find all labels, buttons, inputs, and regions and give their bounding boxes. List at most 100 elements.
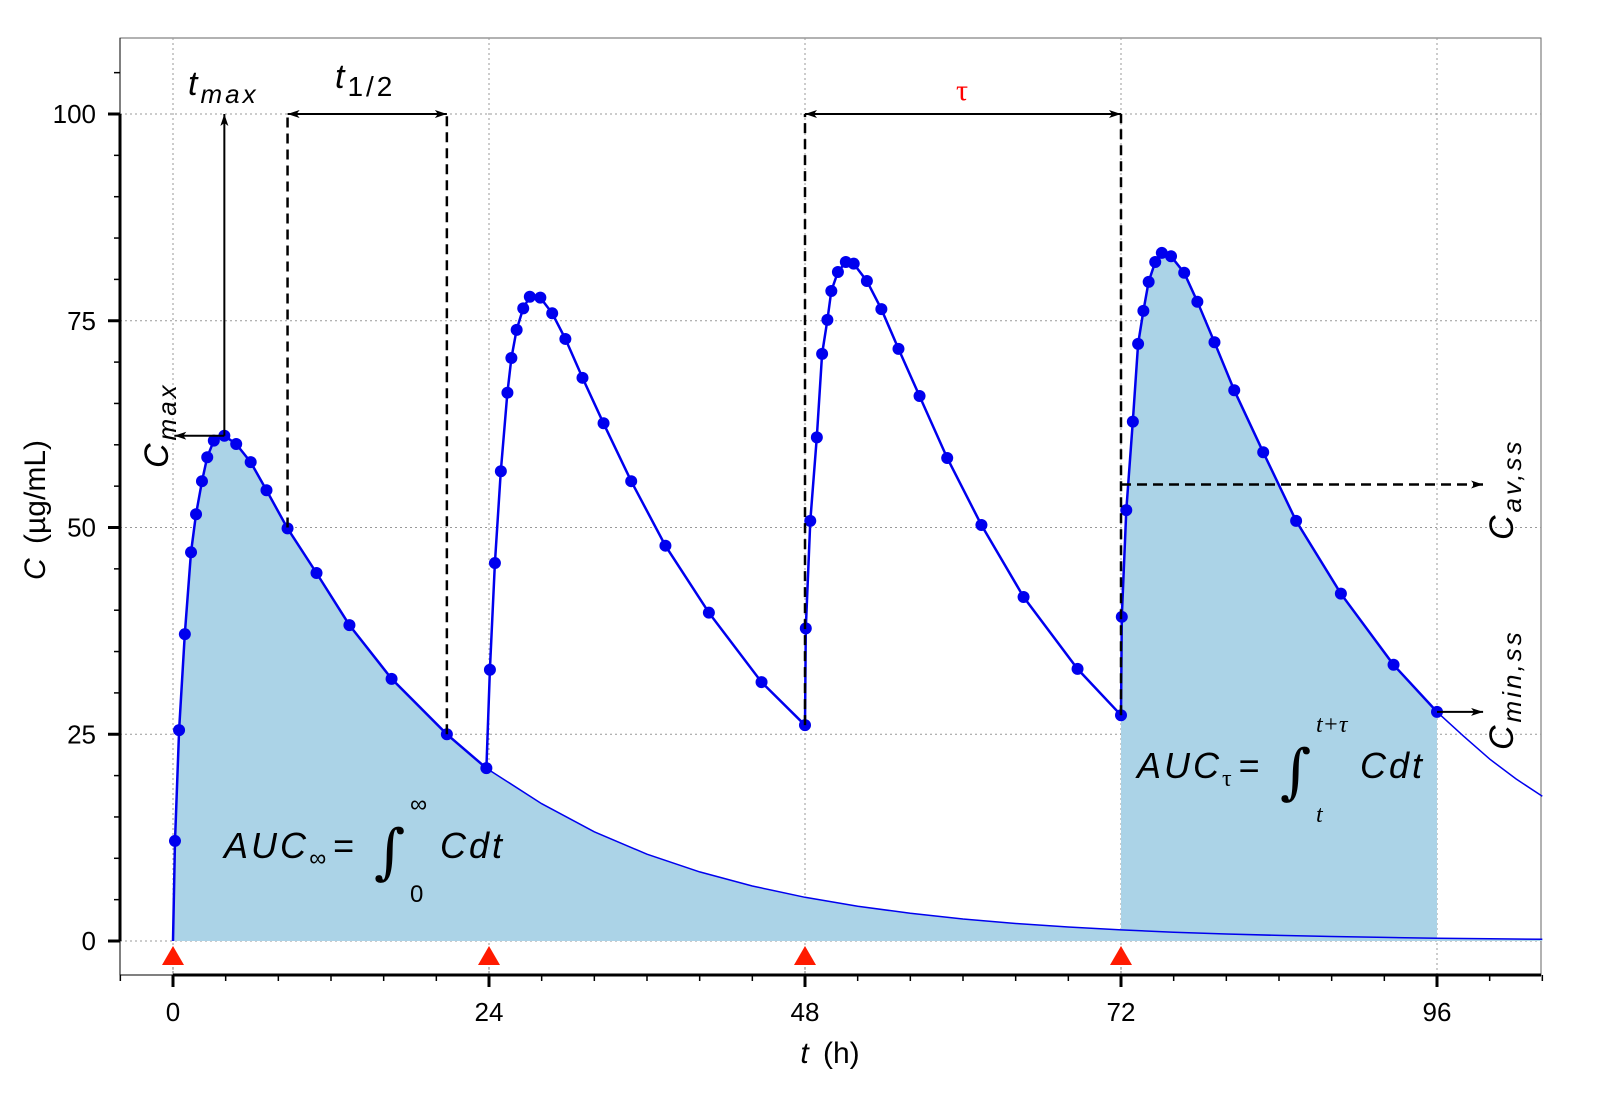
auc-fills bbox=[173, 252, 1543, 941]
cav-ss-sub: av,ss bbox=[1497, 439, 1527, 513]
data-point bbox=[1334, 587, 1347, 600]
data-point bbox=[523, 290, 536, 303]
cmax-base: C bbox=[138, 440, 176, 468]
x-tick-label: 72 bbox=[1107, 997, 1136, 1027]
data-point bbox=[1155, 246, 1168, 259]
data-point bbox=[1208, 336, 1221, 349]
single-dose-extrapolation-line bbox=[485, 767, 1543, 941]
data-point bbox=[825, 284, 838, 297]
data-point bbox=[1132, 337, 1145, 350]
concentration-line bbox=[803, 260, 1122, 726]
x-tick-labels: 0 24 48 72 96 bbox=[166, 997, 1452, 1027]
data-point bbox=[755, 676, 768, 689]
data-point bbox=[173, 724, 186, 737]
data-point bbox=[1017, 590, 1030, 603]
data-point bbox=[860, 275, 873, 288]
data-point bbox=[875, 303, 888, 316]
data-point bbox=[260, 484, 273, 497]
auc-tau-formula: AUCτ = ∫ t t+τ Cdt bbox=[1135, 712, 1422, 828]
data-point bbox=[1228, 384, 1241, 397]
data-point bbox=[1290, 514, 1303, 527]
y-tick-label: 25 bbox=[67, 719, 96, 749]
half-life-base: t bbox=[335, 58, 347, 96]
data-point bbox=[494, 465, 507, 478]
data-point bbox=[385, 672, 398, 685]
data-point bbox=[310, 566, 323, 579]
data-point bbox=[1142, 275, 1155, 288]
data-point bbox=[230, 437, 243, 450]
y-tick-label: 0 bbox=[82, 926, 96, 956]
data-point bbox=[244, 456, 257, 469]
data-point bbox=[1165, 250, 1178, 263]
data-point bbox=[1120, 504, 1133, 517]
auc-inf-sub: ∞ bbox=[309, 845, 329, 872]
series-lines bbox=[168, 246, 1543, 942]
x-axis-label: t (h) bbox=[800, 1037, 859, 1070]
data-point bbox=[178, 628, 191, 641]
data-point bbox=[847, 257, 860, 270]
data-point bbox=[185, 546, 198, 559]
data-point bbox=[195, 475, 208, 488]
auc-inf-lhs: AUC bbox=[222, 825, 309, 866]
steady-state-extrapolation-line bbox=[1436, 711, 1543, 797]
data-point bbox=[281, 522, 294, 535]
cav-ss-label: Cav,ss bbox=[1483, 439, 1527, 540]
data-point bbox=[892, 342, 905, 355]
x-tick-label: 48 bbox=[791, 997, 820, 1027]
data-point bbox=[831, 265, 844, 278]
data-point bbox=[576, 371, 589, 384]
dose-marker bbox=[478, 946, 500, 965]
data-point bbox=[201, 451, 214, 464]
data-point bbox=[1137, 304, 1150, 317]
data-point bbox=[517, 302, 530, 315]
dose-marker bbox=[162, 946, 184, 965]
data-point bbox=[1149, 256, 1162, 269]
data-point bbox=[488, 557, 501, 570]
y-tick-label: 50 bbox=[67, 513, 96, 543]
y-tick-label: 75 bbox=[67, 306, 96, 336]
auc-tau-sub: τ bbox=[1222, 766, 1235, 792]
auc-tau-lhs: AUC bbox=[1135, 745, 1222, 786]
data-point bbox=[702, 606, 715, 619]
cav-ss-base: C bbox=[1483, 512, 1521, 540]
data-point bbox=[659, 539, 672, 552]
data-point bbox=[168, 834, 181, 847]
tmax-label: tmax bbox=[188, 65, 259, 109]
dose-marker bbox=[1110, 946, 1132, 965]
auc-tau-lower: t bbox=[1316, 802, 1324, 828]
cmax-sub: max bbox=[152, 382, 182, 440]
data-point bbox=[483, 663, 496, 676]
svg-text:AUCτ=: AUCτ = bbox=[1135, 745, 1263, 792]
data-point bbox=[534, 291, 547, 304]
x-tick-label: 96 bbox=[1423, 997, 1452, 1027]
data-point bbox=[1071, 662, 1084, 675]
auc-inf-area bbox=[173, 435, 1543, 941]
data-point bbox=[941, 452, 954, 465]
tau-label: τ bbox=[956, 74, 968, 107]
data-point bbox=[804, 514, 817, 527]
data-point bbox=[190, 508, 203, 521]
concentration-line bbox=[485, 295, 806, 769]
auc-inf-formula: AUC∞ = ∫ 0 ∞ Cdt bbox=[222, 791, 502, 908]
cmax-label: Cmax bbox=[138, 382, 182, 468]
auc-inf-lower: 0 bbox=[410, 881, 423, 908]
y-tick-labels: 0 25 50 75 100 bbox=[53, 99, 96, 956]
integral-sign: ∫ bbox=[1280, 737, 1311, 807]
data-point bbox=[1126, 415, 1139, 428]
data-point bbox=[975, 519, 988, 532]
auc-tau-area bbox=[1121, 252, 1437, 941]
data-point bbox=[546, 307, 559, 320]
cmin-ss-label: Cmin,ss bbox=[1483, 629, 1527, 750]
tmax-base: t bbox=[188, 65, 200, 103]
data-point bbox=[1178, 266, 1191, 279]
data-point bbox=[501, 386, 514, 399]
cmin-ss-sub: min,ss bbox=[1497, 629, 1527, 722]
data-point bbox=[913, 390, 926, 403]
data-point bbox=[625, 475, 638, 488]
data-point bbox=[505, 351, 518, 364]
x-axis-var: t bbox=[800, 1037, 810, 1070]
y-axis-label: C (µg/mL) bbox=[19, 440, 52, 580]
data-point bbox=[343, 619, 356, 632]
auc-tau-upper: t+τ bbox=[1316, 712, 1349, 738]
